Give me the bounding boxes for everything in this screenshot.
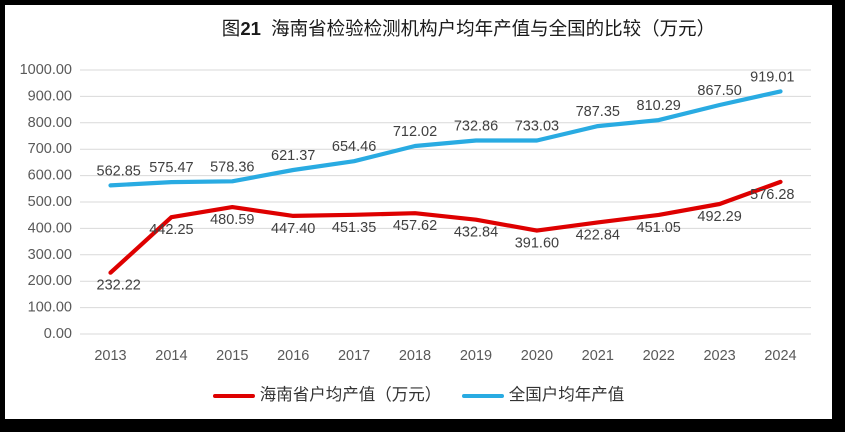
svg-text:2019: 2019 bbox=[460, 348, 492, 364]
svg-text:2024: 2024 bbox=[764, 348, 796, 364]
svg-text:100.00: 100.00 bbox=[28, 300, 72, 316]
svg-text:432.84: 432.84 bbox=[454, 225, 498, 241]
svg-text:300.00: 300.00 bbox=[28, 247, 72, 263]
svg-text:447.40: 447.40 bbox=[271, 221, 315, 237]
svg-text:600.00: 600.00 bbox=[28, 168, 72, 184]
svg-text:712.02: 712.02 bbox=[393, 124, 437, 140]
svg-text:2020: 2020 bbox=[521, 348, 553, 364]
svg-text:2014: 2014 bbox=[155, 348, 187, 364]
svg-text:810.29: 810.29 bbox=[637, 98, 681, 114]
svg-text:391.60: 391.60 bbox=[515, 236, 559, 252]
svg-text:492.29: 492.29 bbox=[697, 209, 741, 225]
svg-text:654.46: 654.46 bbox=[332, 139, 376, 155]
svg-text:562.85: 562.85 bbox=[97, 163, 141, 179]
svg-text:575.47: 575.47 bbox=[149, 160, 193, 176]
svg-text:0.00: 0.00 bbox=[44, 326, 72, 342]
svg-text:500.00: 500.00 bbox=[28, 194, 72, 210]
svg-text:800.00: 800.00 bbox=[28, 115, 72, 131]
svg-text:2023: 2023 bbox=[703, 348, 735, 364]
svg-text:2021: 2021 bbox=[582, 348, 614, 364]
svg-text:919.01: 919.01 bbox=[750, 69, 794, 85]
svg-text:451.05: 451.05 bbox=[637, 220, 681, 236]
svg-text:733.03: 733.03 bbox=[515, 119, 559, 135]
svg-text:442.25: 442.25 bbox=[149, 222, 193, 238]
svg-text:900.00: 900.00 bbox=[28, 88, 72, 104]
svg-text:2018: 2018 bbox=[399, 348, 431, 364]
svg-text:578.36: 578.36 bbox=[210, 159, 254, 175]
svg-text:1000.00: 1000.00 bbox=[20, 62, 72, 78]
svg-text:457.62: 457.62 bbox=[393, 218, 437, 234]
svg-text:732.86: 732.86 bbox=[454, 119, 498, 135]
svg-text:451.35: 451.35 bbox=[332, 220, 376, 236]
svg-text:576.28: 576.28 bbox=[750, 187, 794, 203]
svg-text:2017: 2017 bbox=[338, 348, 370, 364]
svg-text:400.00: 400.00 bbox=[28, 220, 72, 236]
svg-text:787.35: 787.35 bbox=[576, 104, 620, 120]
svg-text:2022: 2022 bbox=[643, 348, 675, 364]
svg-text:480.59: 480.59 bbox=[210, 212, 254, 228]
svg-text:2015: 2015 bbox=[216, 348, 248, 364]
svg-text:2016: 2016 bbox=[277, 348, 309, 364]
svg-text:867.50: 867.50 bbox=[697, 83, 741, 99]
svg-text:700.00: 700.00 bbox=[28, 141, 72, 157]
svg-text:422.84: 422.84 bbox=[576, 227, 620, 243]
svg-text:2013: 2013 bbox=[94, 348, 126, 364]
svg-text:621.37: 621.37 bbox=[271, 148, 315, 164]
svg-text:232.22: 232.22 bbox=[97, 278, 141, 294]
svg-text:200.00: 200.00 bbox=[28, 273, 72, 289]
